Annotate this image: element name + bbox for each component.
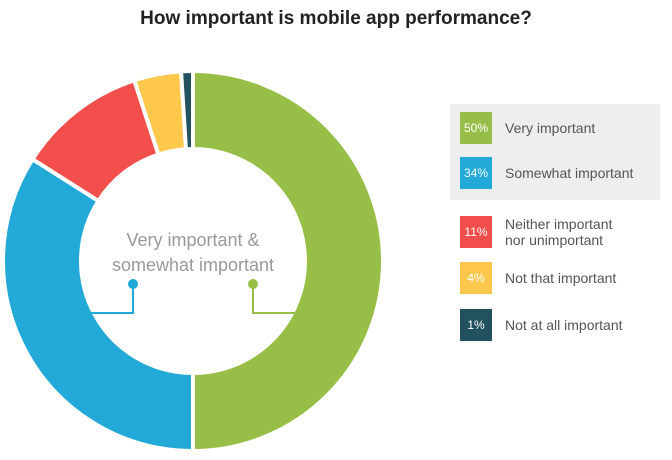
callout-very-important-line	[252, 284, 300, 314]
callout-somewhat-important-line	[87, 284, 134, 314]
legend-swatch-not-at-all-important: 1%	[460, 309, 492, 341]
legend-value-neither: 11%	[464, 225, 488, 239]
donut-chart: Very important & somewhat important	[1, 69, 385, 453]
legend-value-not-at-all-important: 1%	[467, 318, 485, 332]
legend-label-not-that-important: Not that important	[505, 270, 617, 286]
chart-title: How important is mobile app performance?	[140, 8, 532, 29]
donut-slice-not-at-all-important	[179, 69, 195, 152]
legend-swatch-not-that-important: 4%	[460, 262, 492, 294]
legend-label-not-at-all-important: Not at all important	[505, 317, 623, 333]
callout-very-important-dot	[248, 279, 258, 289]
legend-swatch-neither: 11%	[460, 216, 492, 248]
callout-somewhat-important-dot	[128, 279, 138, 289]
center-label-line: somewhat important	[112, 255, 274, 275]
legend-label-very-important: Very important	[505, 120, 596, 136]
legend-value-not-that-important: 4%	[467, 271, 485, 285]
legend-item-neither: 11% Neither important nor unimportant	[460, 216, 660, 248]
legend-label-neither: Neither important nor unimportant	[505, 216, 613, 248]
legend-swatch-somewhat-important: 34%	[460, 157, 492, 189]
center-label-line: Very important &	[126, 230, 259, 250]
legend-value-somewhat-important: 34%	[463, 166, 489, 180]
legend-item-not-that-important: 4% Not that important	[460, 262, 660, 294]
donut-slice-somewhat-important	[1, 157, 195, 453]
legend-value-very-important: 50%	[463, 121, 489, 135]
legend-item-not-at-all-important: 1% Not at all important	[460, 309, 660, 341]
legend-item-somewhat-important: 34% Somewhat important	[460, 157, 660, 189]
legend-item-very-important: 50% Very important	[460, 112, 660, 144]
legend-label-somewhat-important: Somewhat important	[505, 165, 634, 181]
legend-swatch-very-important: 50%	[460, 112, 492, 144]
donut-slice-very-important	[191, 69, 385, 453]
